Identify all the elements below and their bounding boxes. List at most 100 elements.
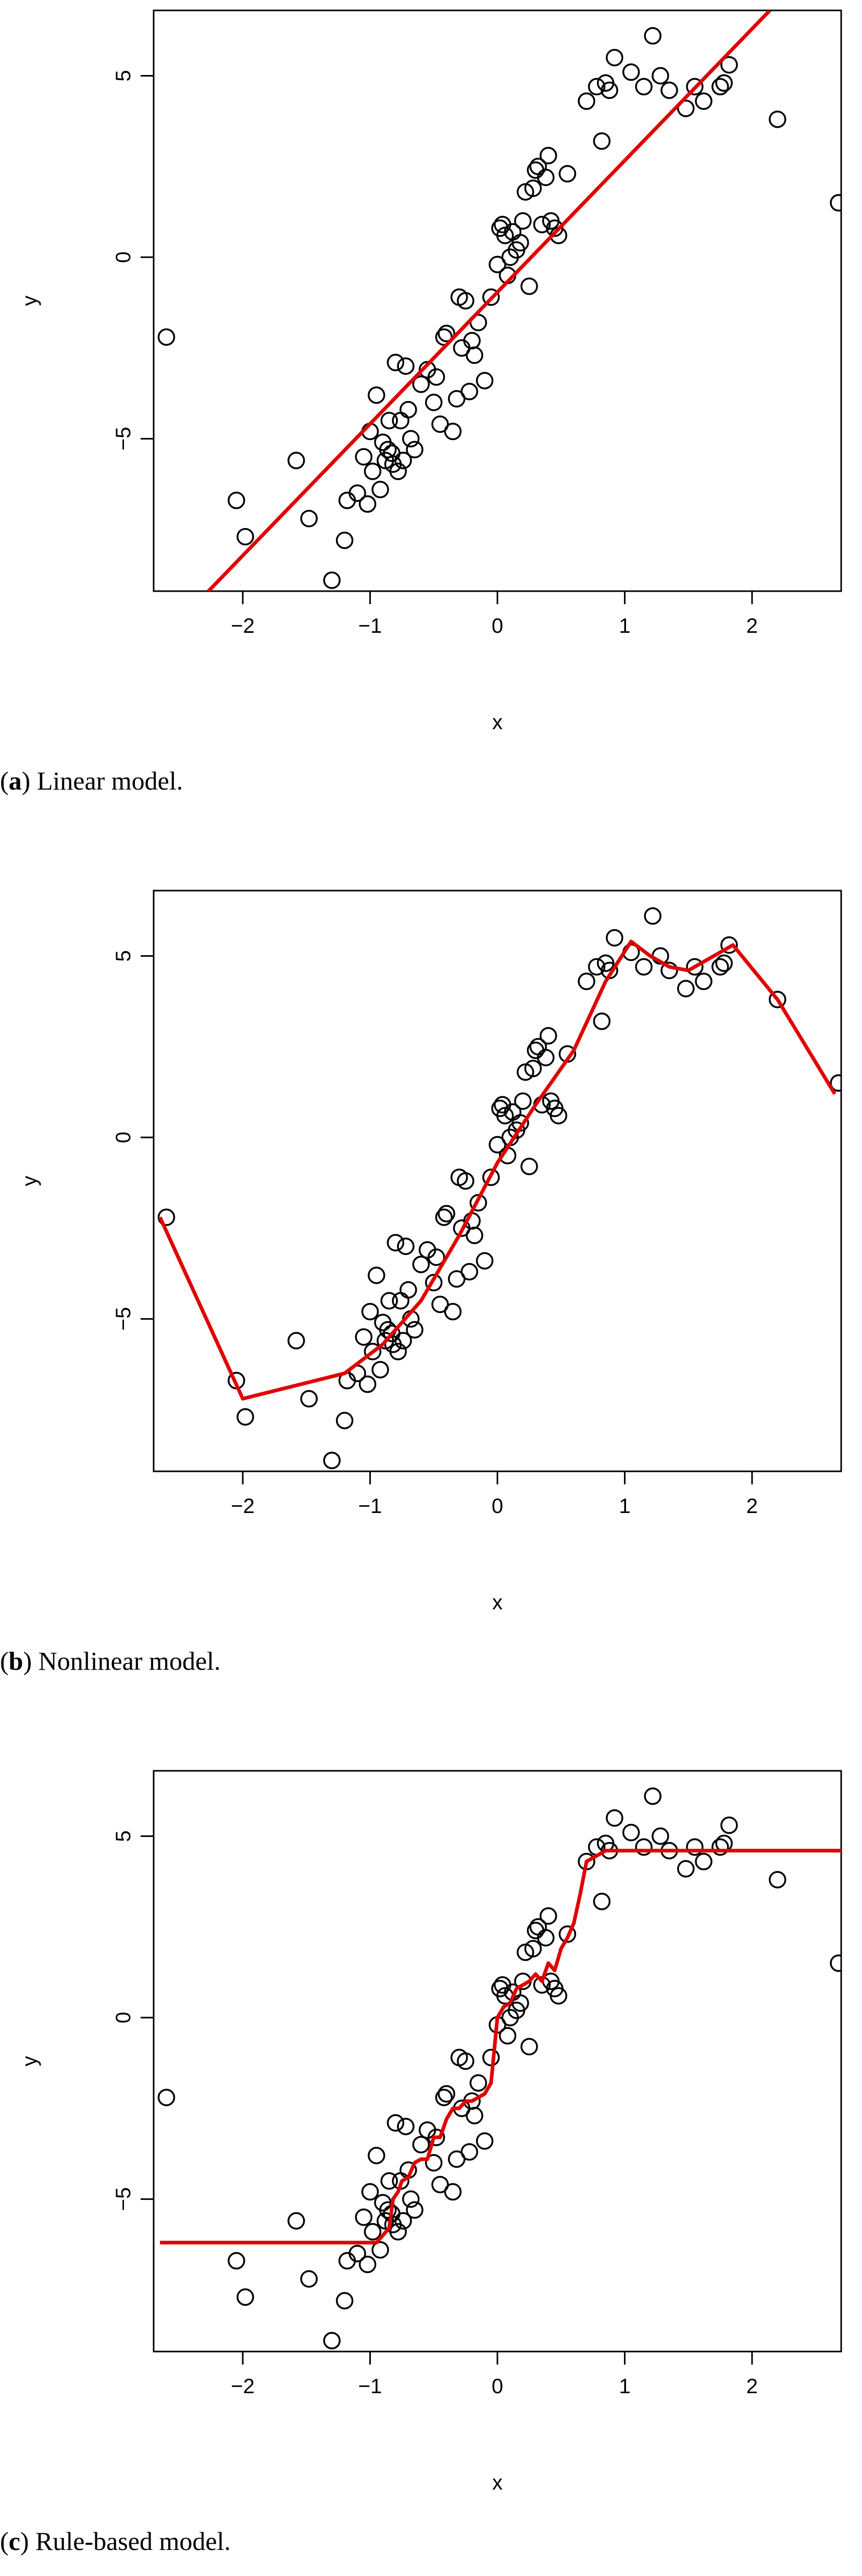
chart-b-data-point — [406, 1321, 423, 1339]
chart-a-data-point — [392, 411, 409, 430]
chart-c-data-point — [371, 2241, 389, 2259]
chart-a-data-point — [514, 212, 532, 230]
chart-b-data-point — [769, 991, 786, 1008]
chart-c-x-tick-label: 2 — [746, 2375, 758, 2398]
chart-b-data-point — [830, 1074, 841, 1092]
chart-b-data-layer — [157, 907, 841, 1469]
caption-c: (c) Rule-based model. — [0, 2527, 231, 2556]
chart-b-data-point — [288, 1332, 305, 1349]
chart-b-data-point — [236, 1408, 254, 1426]
chart-a-data-point — [720, 56, 738, 74]
chart-b-data-point — [524, 1059, 542, 1078]
chart-c-data-point — [635, 1838, 653, 1856]
chart-b-data-point — [380, 1292, 398, 1310]
chart-b-data-point — [412, 1256, 430, 1273]
chart-c-data-point — [435, 2089, 453, 2106]
chart-a-data-point — [355, 448, 373, 466]
chart-a-data-point — [660, 81, 678, 99]
chart-c-data-point — [511, 1994, 529, 2012]
chart-c-data-point — [364, 2223, 382, 2241]
chart-a-x-tick-label: 1 — [619, 615, 630, 637]
chart-a-data-layer — [157, 10, 841, 591]
chart-c-data-point — [368, 2146, 385, 2165]
chart-a-y-tick-label: 5 — [112, 70, 135, 81]
chart-c-data-point — [386, 2114, 405, 2132]
chart-b-data-point — [355, 1328, 373, 1346]
chart-a-data-point — [438, 324, 455, 342]
caption-c-text: Rule-based model. — [29, 2527, 231, 2556]
chart-c-data-point — [300, 2270, 318, 2288]
chart-a-data-point — [830, 194, 841, 212]
chart-a-data-point — [300, 509, 318, 528]
chart-b-data-point — [300, 1390, 318, 1408]
chart-a-y-tick-label: 0 — [112, 252, 135, 263]
chart-c-data-point — [476, 2132, 494, 2150]
chart-c-data-point — [482, 2048, 500, 2067]
chart-c-data-point — [652, 1827, 669, 1845]
caption-c-letter: c — [8, 2527, 20, 2556]
chart-c-data-point — [323, 2332, 341, 2349]
chart-a-data-point — [431, 415, 449, 433]
chart-c-data-point — [769, 1871, 786, 1889]
chart-a-data-point — [652, 67, 669, 85]
panel-c-rule-based-model: −2 −1 0 1 2 −5 0 5 x y (c) Rule-based model. — [0, 1760, 862, 2573]
chart-c-data-point — [606, 1809, 623, 1827]
chart-c-data-point — [402, 2190, 420, 2208]
chart-c-data-point — [427, 2129, 445, 2146]
chart-b-y-tick-label: 0 — [112, 1132, 135, 1143]
chart-b-data-point — [394, 1332, 412, 1349]
chart-a-data-point — [511, 234, 529, 252]
chart-a-data-point — [368, 386, 385, 404]
chart-a-data-point — [558, 165, 577, 183]
chart-c-data-point — [695, 1853, 713, 1870]
chart-b-data-point — [644, 907, 661, 925]
chart-b-y-tick-label: −5 — [112, 1307, 135, 1331]
chart-c-data-point — [686, 1838, 704, 1856]
chart-c-svg: −2 −1 0 1 2 −5 0 5 x y — [18, 1770, 842, 2494]
chart-b-data-point — [448, 1270, 466, 1288]
chart-c-data-point — [236, 2288, 254, 2306]
chart-c-data-point — [830, 1954, 841, 1972]
chart-b-fit-line — [158, 940, 836, 1401]
chart-a-data-point — [394, 452, 412, 469]
chart-c-data-point — [157, 2089, 176, 2106]
chart-b-data-point — [660, 961, 678, 980]
chart-b-x-tick-label: 0 — [492, 1495, 503, 1518]
chart-c-data-point — [711, 1838, 729, 1856]
chart-a-x-axis-label: x — [492, 711, 503, 734]
chart-c-y-tick-label: −5 — [112, 2187, 135, 2211]
chart-c-x-tick-label: −1 — [358, 2375, 382, 2398]
chart-c-data-point — [469, 2074, 488, 2092]
chart-b-data-point — [469, 1194, 488, 1212]
chart-b-data-point — [444, 1303, 462, 1321]
chart-b-data-point — [476, 1252, 494, 1270]
chart-a-data-point — [427, 368, 445, 386]
chart-c-x-axis-label: x — [492, 2471, 503, 2494]
chart-b-data-point — [711, 958, 729, 976]
chart-c-data-point — [288, 2212, 305, 2230]
chart-b-y-axis-label: y — [18, 1176, 41, 1186]
chart-b-data-point — [157, 1208, 176, 1226]
chart-b-data-point — [386, 1234, 405, 1252]
chart-c-data-point — [355, 2208, 373, 2226]
chart-b-data-point — [540, 1027, 557, 1045]
chart-c-data-point — [520, 2037, 538, 2056]
chart-c-data-point — [425, 2154, 443, 2172]
chart-a-data-point — [715, 74, 733, 92]
chart-c-data-point — [228, 2252, 245, 2270]
chart-b-x-tick-label: 1 — [619, 1495, 630, 1518]
chart-c-data-point — [438, 2085, 455, 2103]
chart-a-data-point — [769, 110, 786, 128]
chart-c-data-point — [412, 2136, 430, 2154]
caption-b-text: Nonlinear model. — [32, 1646, 221, 1675]
caption-a-text: Linear model. — [30, 766, 183, 795]
chart-a-data-point — [399, 401, 417, 419]
chart-b-x-tick-label: 2 — [746, 1495, 758, 1518]
chart-a-data-point — [460, 382, 478, 401]
chart-c-data-point — [457, 2052, 474, 2070]
chart-a-x-tick-label: 0 — [492, 615, 503, 637]
chart-a-data-point — [578, 92, 595, 110]
chart-b-data-point — [677, 980, 695, 997]
chart-a-data-point — [380, 411, 398, 430]
chart-a-y-axis-label: y — [18, 296, 41, 306]
